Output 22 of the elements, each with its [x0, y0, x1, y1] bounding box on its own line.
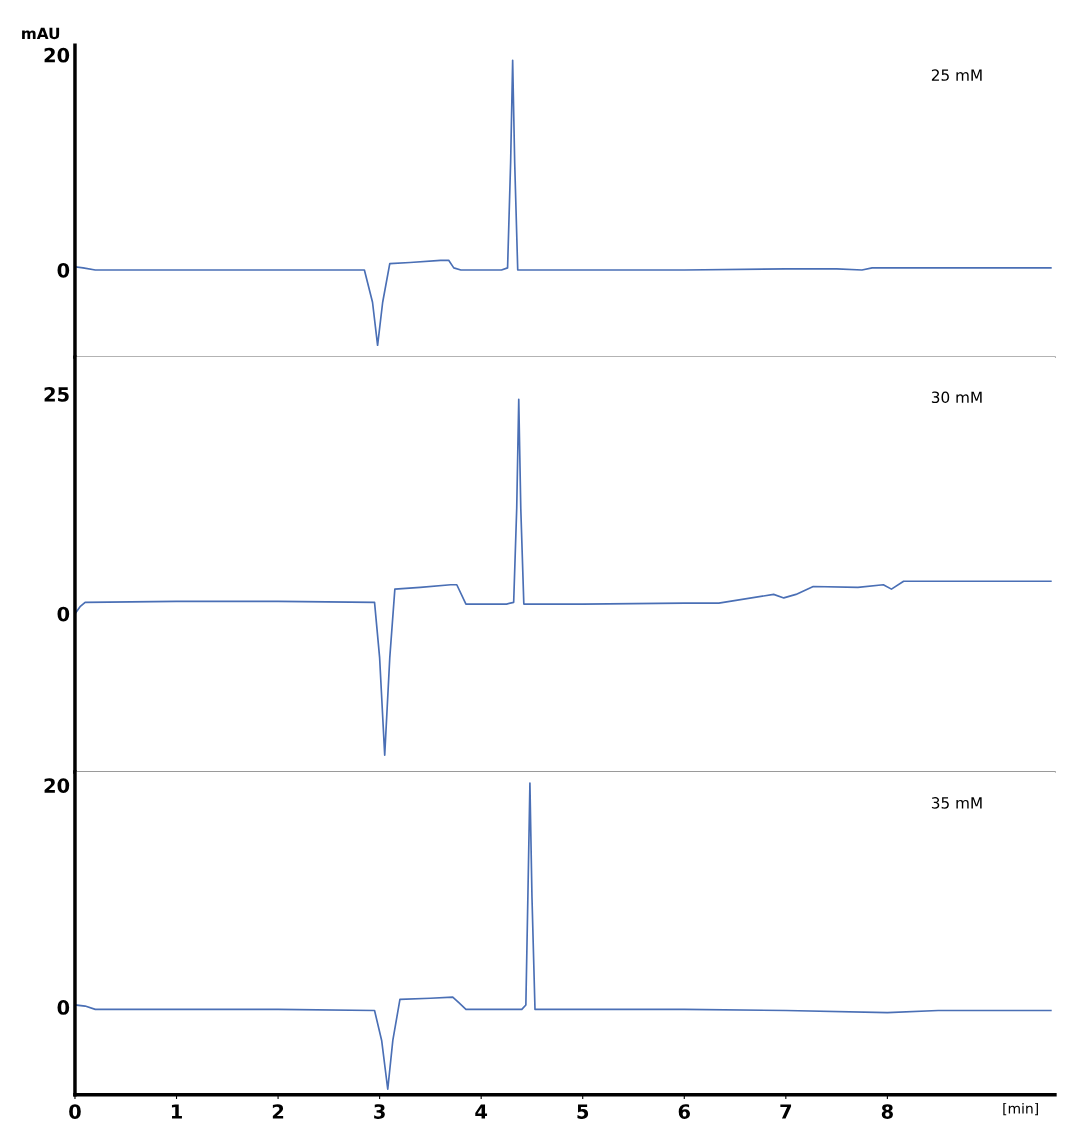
annotation: 30 mM [931, 391, 982, 404]
line-series [74, 59, 1052, 347]
x-tick-label: 1 [171, 1104, 182, 1119]
y-axis-title: mAU [22, 27, 60, 40]
x-tick-label: 5 [577, 1104, 589, 1119]
x-tick-label: 3 [374, 1104, 385, 1119]
x-tick-label: 2 [272, 1104, 284, 1119]
line-series [74, 782, 1052, 1091]
y-tick-label: 20 [44, 47, 70, 63]
x-tick-label: 8 [881, 1104, 893, 1119]
y-tick-label: 20 [44, 778, 70, 793]
x-tick-label: 0 [69, 1104, 81, 1119]
x-tick-label: 6 [678, 1104, 690, 1119]
y-tick-label: 25 [44, 386, 69, 402]
x-tick-label: 4 [475, 1104, 488, 1119]
x-tick-label: 7 [780, 1104, 792, 1119]
y-tick-label: 0 [57, 1000, 70, 1015]
y-tick-label: 0 [57, 606, 70, 622]
annotation: 35 mM [931, 797, 982, 809]
y-tick-label: 0 [57, 262, 70, 278]
x-axis-title: [min] [1003, 1102, 1038, 1116]
annotation: 25 mM [931, 69, 982, 81]
